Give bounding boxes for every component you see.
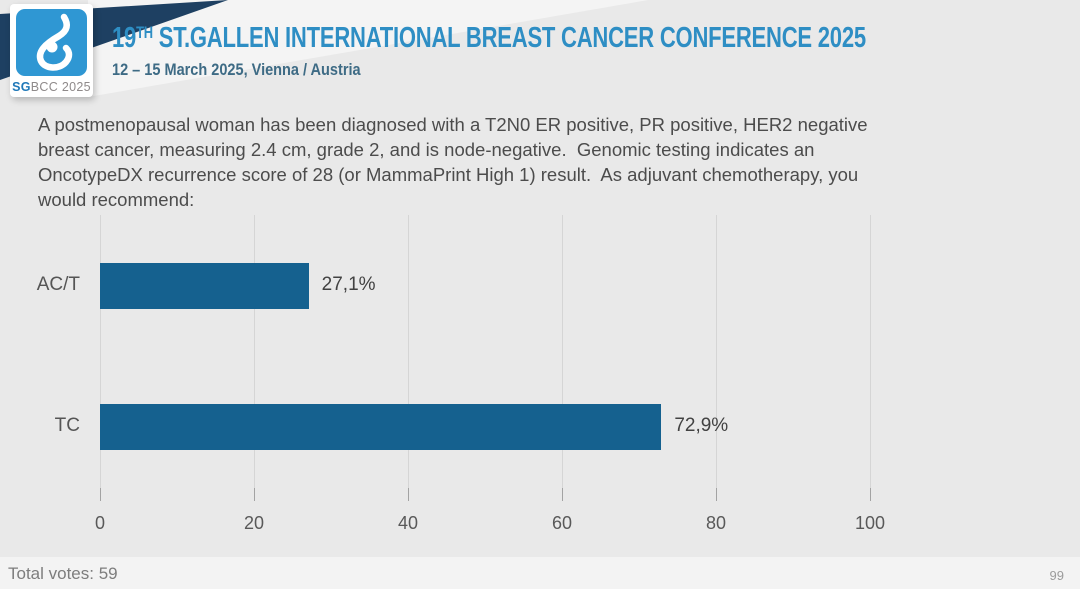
- category-label: TC: [54, 415, 80, 437]
- logo-caption: SGBCC 2025: [10, 80, 93, 94]
- footer-strip: [0, 557, 1080, 589]
- question-line-1: A postmenopausal woman has been diagnose…: [38, 114, 868, 135]
- gridline: [254, 215, 255, 498]
- axis-tick-mark: [100, 488, 101, 501]
- logo-caption-rest: BCC 2025: [30, 80, 91, 94]
- axis-tick-mark: [408, 488, 409, 501]
- conference-title: 19TH ST.GALLEN INTERNATIONAL BREAST CANC…: [112, 22, 866, 55]
- poll-results-bar-chart: 0 20 40 60 80 100 27,1% 72,9% AC/T TC: [0, 215, 1080, 560]
- plot-area: 0 20 40 60 80 100 27,1% 72,9%: [95, 215, 885, 533]
- page-number: 99: [1049, 568, 1064, 583]
- bar: [100, 404, 662, 451]
- axis-tick-mark: [870, 488, 871, 501]
- question-line-3: OncotypeDX recurrence score of 28 (or Ma…: [38, 164, 859, 185]
- gridline: [562, 215, 563, 498]
- axis-tick-mark: [716, 488, 717, 501]
- total-votes-label: Total votes: 59: [8, 564, 118, 583]
- question-line-4: would recommend:: [38, 189, 195, 210]
- gridline: [716, 215, 717, 498]
- axis-tick-mark: [254, 488, 255, 501]
- x-tick-label: 80: [705, 513, 727, 533]
- title-rest: ST.GALLEN INTERNATIONAL BREAST CANCER CO…: [152, 22, 866, 54]
- breast-logo-icon: [16, 9, 87, 76]
- x-tick-label: 0: [94, 513, 106, 533]
- question-text: A postmenopausal woman has been diagnose…: [38, 112, 868, 212]
- category-label: AC/T: [36, 273, 80, 295]
- conference-subtitle: 12 – 15 March 2025, Vienna / Austria: [112, 61, 361, 79]
- sgbcc-logo: SGBCC 2025: [10, 4, 93, 97]
- title-prefix: 19: [112, 22, 137, 54]
- header-title-block: 19TH ST.GALLEN INTERNATIONAL BREAST CANC…: [112, 22, 1080, 80]
- gridline: [870, 215, 871, 498]
- x-tick-label: 60: [551, 513, 573, 533]
- bar-value-label: 72,9%: [674, 415, 729, 437]
- logo-caption-sg: SG: [12, 80, 31, 94]
- axis-tick-mark: [562, 488, 563, 501]
- question-line-2: breast cancer, measuring 2.4 cm, grade 2…: [38, 139, 815, 160]
- x-tick-label: 100: [854, 513, 886, 533]
- gridline: [408, 215, 409, 498]
- bar-value-label: 27,1%: [321, 273, 376, 295]
- gridline: [100, 215, 101, 498]
- x-tick-label: 40: [397, 513, 419, 533]
- bar: [100, 262, 309, 309]
- title-superscript: TH: [136, 23, 153, 42]
- x-tick-label: 20: [243, 513, 265, 533]
